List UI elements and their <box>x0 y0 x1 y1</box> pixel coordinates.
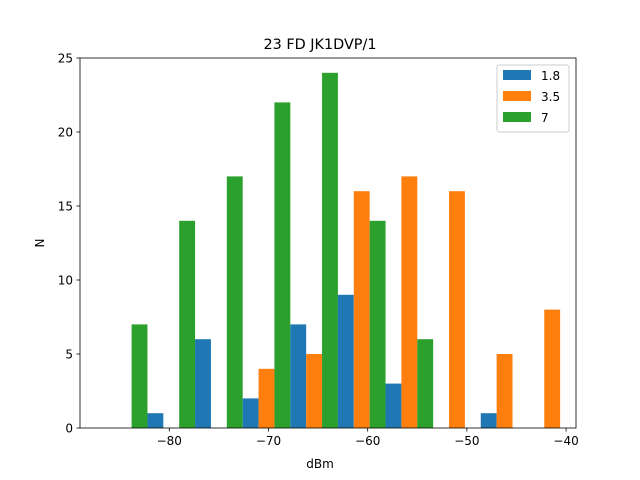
y-axis-label: N <box>33 239 47 248</box>
y-tick-label: 25 <box>58 51 73 65</box>
y-tick-label: 10 <box>58 273 73 287</box>
bar-series-2-bin-5 <box>369 220 386 428</box>
bar-series-0-bin-1 <box>147 413 164 428</box>
chart-title: 23 FD JK1DVP/1 <box>263 37 376 53</box>
bar-series-1-bin-7 <box>449 191 465 428</box>
bar-series-0-bin-2 <box>195 339 211 428</box>
bar-series-2-bin-4 <box>322 72 338 429</box>
y-tick-label: 0 <box>65 421 73 435</box>
bar-series-0-bin-6 <box>385 383 402 428</box>
bar-series-2-bin-2 <box>226 176 243 428</box>
legend-swatch <box>503 91 531 101</box>
bar-series-0-bin-4 <box>290 324 307 428</box>
x-axis-ticks: −80 −70 −60 −50 −40 <box>157 428 579 448</box>
legend-swatch <box>503 70 531 80</box>
legend-label: 3.5 <box>541 90 560 104</box>
legend-label: 1.8 <box>541 69 560 83</box>
bar-series-1-bin-4 <box>306 354 323 428</box>
x-axis-label: dBm <box>306 457 334 471</box>
bar-series-1-bin-3 <box>258 368 275 428</box>
bar-series-2-bin-3 <box>274 102 291 429</box>
bar-series-1-bin-5 <box>353 191 370 428</box>
bar-series-2-bin-0 <box>131 324 148 428</box>
bars-group <box>131 72 561 429</box>
legend-label: 7 <box>541 111 549 125</box>
bar-series-2-bin-1 <box>179 220 196 428</box>
y-tick-label: 5 <box>65 347 73 361</box>
bar-series-0-bin-3 <box>242 398 259 428</box>
bar-series-0-bin-8 <box>480 413 497 428</box>
legend: 1.8 3.5 7 <box>496 64 570 133</box>
y-tick-label: 20 <box>58 125 73 139</box>
bar-series-1-bin-9 <box>544 309 561 428</box>
y-axis-ticks: 0 5 10 15 20 25 <box>58 51 80 435</box>
x-tick-label: −40 <box>553 434 578 448</box>
bar-series-1-bin-6 <box>401 176 418 428</box>
bar-series-1-bin-8 <box>496 354 513 428</box>
bar-series-2-bin-6 <box>417 339 434 428</box>
x-tick-label: −60 <box>355 434 380 448</box>
axes-frame <box>79 57 577 429</box>
legend-swatch <box>503 112 531 122</box>
x-tick-label: −80 <box>157 434 182 448</box>
y-tick-label: 15 <box>58 199 73 213</box>
bar-series-0-bin-5 <box>337 294 354 428</box>
x-tick-label: −70 <box>256 434 281 448</box>
x-tick-label: −50 <box>454 434 479 448</box>
